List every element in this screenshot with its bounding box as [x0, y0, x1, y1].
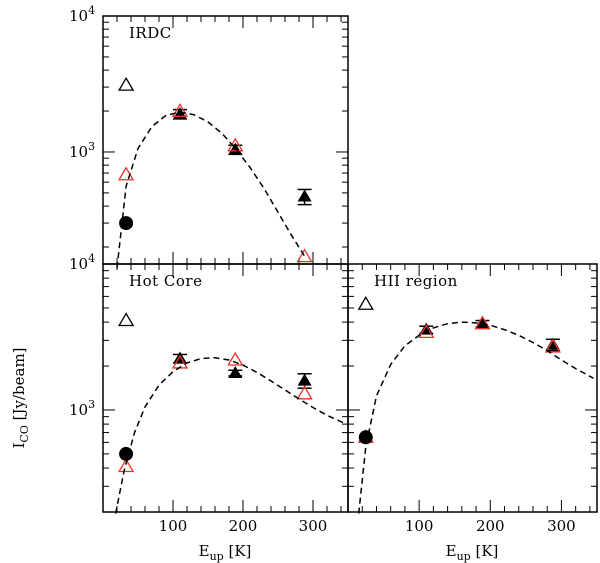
x-axis-title-hii-region: Eup [K]	[446, 542, 499, 563]
hot-core-observed-point	[228, 366, 243, 379]
hot-core-y-tick-label: 104	[69, 252, 95, 273]
hii-region-x-tick-label: 200	[476, 517, 505, 535]
hii-region-circle-point	[358, 430, 373, 445]
irdc-y-tick-label: 104	[69, 4, 95, 25]
hot-core-circle-point	[119, 446, 134, 461]
irdc-circle-point	[119, 216, 134, 231]
hot-core-y-tick-label: 103	[69, 398, 95, 419]
hot-core-model-point	[227, 351, 244, 366]
hot-core-panel: 100 200 300 104 103 Hot Core	[69, 252, 349, 535]
hot-core-model-point	[296, 385, 313, 400]
irdc-fit-curve	[116, 111, 307, 269]
irdc-y-tick-label: 103	[69, 140, 95, 161]
hii-region-panel-label: HII region	[374, 272, 458, 290]
hii-region-upper-limit-point	[357, 295, 374, 310]
irdc-frame	[102, 15, 349, 265]
hot-core-x-tick-label: 300	[299, 517, 328, 535]
hii-region-observed-point	[475, 316, 490, 329]
hot-core-upper-limit-point	[117, 312, 135, 327]
hot-core-model-point	[117, 458, 135, 473]
hot-core-panel-label: Hot Core	[129, 272, 202, 290]
irdc-observed-point	[228, 142, 243, 155]
hot-core-fit-curve	[114, 356, 345, 514]
hot-core-observed-point	[173, 351, 187, 364]
hot-core-x-tick-label: 200	[229, 517, 258, 535]
irdc-panel-label: IRDC	[129, 24, 172, 42]
y-axis-title: ICO [Jy/beam]	[10, 347, 31, 448]
hii-region-x-tick-label: 300	[547, 517, 576, 535]
hot-core-observed-point	[297, 373, 312, 386]
x-axis-title-hot-core: Eup [K]	[199, 542, 252, 563]
hii-region-panel: 100 200 300 HII region	[347, 263, 598, 535]
irdc-model-point	[117, 166, 135, 181]
irdc-model-point	[296, 248, 313, 263]
hot-core-x-tick-label: 100	[159, 517, 188, 535]
hii-region-model-point	[544, 338, 562, 353]
hii-region-model-point	[418, 324, 435, 339]
hii-region-model-point	[474, 315, 491, 330]
irdc-panel: 104 103 IRDC	[69, 4, 349, 269]
irdc-upper-limit-point	[117, 76, 135, 91]
irdc-model-point	[171, 103, 189, 117]
irdc-observed-point	[297, 189, 312, 202]
hii-region-x-tick-label: 100	[405, 517, 434, 535]
hii-region-fit-curve	[357, 321, 594, 514]
hii-region-frame	[347, 263, 598, 513]
